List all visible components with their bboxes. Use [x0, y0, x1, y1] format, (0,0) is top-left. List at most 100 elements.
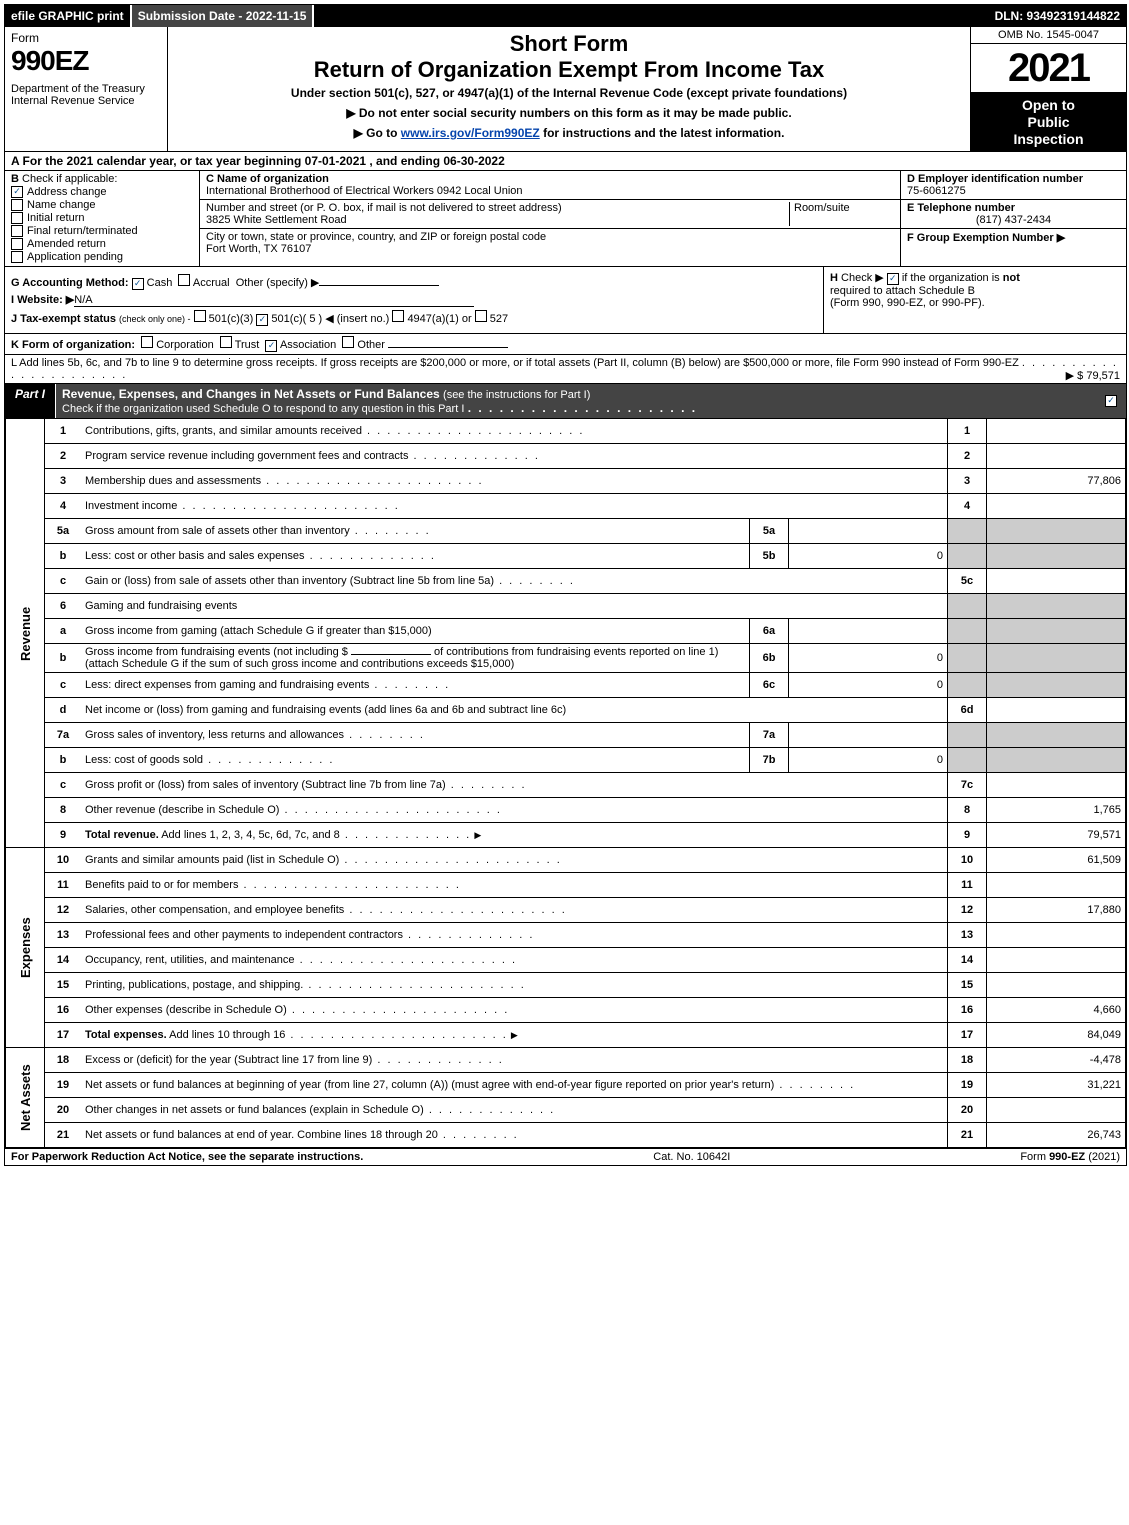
- line-3-rnum: 3: [948, 469, 987, 494]
- line-20: 20 Other changes in net assets or fund b…: [6, 1098, 1126, 1123]
- other-org-checkbox[interactable]: [342, 336, 354, 348]
- 501c3-checkbox[interactable]: [194, 310, 206, 322]
- form-label: Form: [11, 31, 161, 45]
- line-17-desc-sub: Add lines 10 through 16: [167, 1029, 508, 1041]
- h-text3: required to attach Schedule B: [830, 285, 975, 297]
- line-7a-mval: [789, 723, 948, 748]
- footer-left: For Paperwork Reduction Act Notice, see …: [11, 1151, 363, 1163]
- line-11-desc: Benefits paid to or for members: [85, 879, 461, 891]
- schedule-o-checkbox[interactable]: [1105, 395, 1117, 407]
- initial-return-label: Initial return: [27, 212, 84, 224]
- g-label: G Accounting Method:: [11, 277, 129, 289]
- app-pending-checkbox[interactable]: [11, 251, 23, 263]
- line-9-num: 9: [45, 823, 82, 848]
- line-8-rnum: 8: [948, 798, 987, 823]
- city-label: City or town, state or province, country…: [206, 231, 894, 243]
- line-6b-desc1: Gross income from fundraising events (no…: [85, 646, 348, 658]
- line-3-num: 3: [45, 469, 82, 494]
- dept-label: Department of the Treasury: [11, 83, 161, 95]
- line-20-num: 20: [45, 1098, 82, 1123]
- inspection: Inspection: [973, 131, 1124, 148]
- line-17-arrow-icon: [511, 1029, 518, 1041]
- section-a-tax-year: A For the 2021 calendar year, or tax yea…: [5, 152, 1126, 171]
- other-specify-field[interactable]: [319, 285, 439, 286]
- line-14-val: [987, 948, 1126, 973]
- instr-ssn: ▶ Do not enter social security numbers o…: [174, 106, 964, 120]
- ein-value: 75-6061275: [907, 185, 966, 197]
- part-1-sub: Check if the organization used Schedule …: [62, 403, 464, 415]
- address-change-checkbox[interactable]: [11, 186, 23, 198]
- address-change-label: Address change: [27, 186, 107, 198]
- line-4: 4 Investment income 4: [6, 494, 1126, 519]
- line-5a-rnum: [948, 519, 987, 544]
- line-6b-val: [987, 644, 1126, 673]
- street-value: 3825 White Settlement Road: [206, 214, 789, 226]
- line-6c-mnum: 6c: [750, 673, 789, 698]
- line-16-rnum: 16: [948, 998, 987, 1023]
- instr-goto-suffix: for instructions and the latest informat…: [540, 126, 785, 140]
- final-return-checkbox[interactable]: [11, 225, 23, 237]
- 501c-checkbox[interactable]: [256, 314, 268, 326]
- line-20-rnum: 20: [948, 1098, 987, 1123]
- line-5c-val: [987, 569, 1126, 594]
- tax-year: 2021: [971, 44, 1126, 93]
- other-org-label: Other: [357, 339, 385, 351]
- line-5b: b Less: cost or other basis and sales ex…: [6, 544, 1126, 569]
- 4947-checkbox[interactable]: [392, 310, 404, 322]
- line-19-num: 19: [45, 1073, 82, 1098]
- line-2-rnum: 2: [948, 444, 987, 469]
- line-6c-rnum: [948, 673, 987, 698]
- line-8-num: 8: [45, 798, 82, 823]
- line-7b: b Less: cost of goods sold 7b 0: [6, 748, 1126, 773]
- line-3-val: 77,806: [987, 469, 1126, 494]
- assoc-checkbox[interactable]: [265, 340, 277, 352]
- footer-right-bold: 990-EZ: [1049, 1151, 1085, 1163]
- 501c3-label: 501(c)(3): [209, 313, 254, 325]
- line-7c: c Gross profit or (loss) from sales of i…: [6, 773, 1126, 798]
- line-6b-amount-field[interactable]: [351, 654, 431, 655]
- line-5c-desc: Gain or (loss) from sale of assets other…: [85, 575, 575, 587]
- part-1-table: Revenue 1 Contributions, gifts, grants, …: [5, 418, 1126, 1148]
- netassets-sidebar: Net Assets: [6, 1048, 45, 1148]
- line-9-desc-bold: Total revenue.: [85, 829, 159, 841]
- trust-checkbox[interactable]: [220, 336, 232, 348]
- initial-return-checkbox[interactable]: [11, 212, 23, 224]
- line-6-rnum: [948, 594, 987, 619]
- final-return-label: Final return/terminated: [27, 225, 138, 237]
- name-change-checkbox[interactable]: [11, 199, 23, 211]
- part-1-header: Part I Revenue, Expenses, and Changes in…: [5, 384, 1126, 418]
- amended-checkbox[interactable]: [11, 238, 23, 250]
- line-13: 13 Professional fees and other payments …: [6, 923, 1126, 948]
- line-15-rnum: 15: [948, 973, 987, 998]
- line-19: 19 Net assets or fund balances at beginn…: [6, 1073, 1126, 1098]
- line-21-num: 21: [45, 1123, 82, 1148]
- omb-number: OMB No. 1545-0047: [971, 27, 1126, 44]
- line-17-desc-bold: Total expenses.: [85, 1029, 167, 1041]
- info-block: B Check if applicable: Address change Na…: [5, 171, 1126, 267]
- corp-checkbox[interactable]: [141, 336, 153, 348]
- line-20-desc: Other changes in net assets or fund bala…: [85, 1104, 555, 1116]
- accrual-checkbox[interactable]: [178, 274, 190, 286]
- other-org-field[interactable]: [388, 347, 508, 348]
- irs-link[interactable]: www.irs.gov/Form990EZ: [401, 126, 540, 140]
- footer-right-prefix: Form: [1020, 1151, 1049, 1163]
- ghi-block: G Accounting Method: Cash Accrual Other …: [5, 267, 1126, 334]
- 501c-label: 501(c)( 5 ) ◀ (insert no.): [271, 313, 389, 325]
- line-6b-num: b: [45, 644, 82, 673]
- line-5a-mnum: 5a: [750, 519, 789, 544]
- line-8-desc: Other revenue (describe in Schedule O): [85, 804, 502, 816]
- line-7c-num: c: [45, 773, 82, 798]
- part-1-label: Part I: [5, 384, 56, 418]
- line-3-desc: Membership dues and assessments: [85, 475, 484, 487]
- line-16-desc: Other expenses (describe in Schedule O): [85, 1004, 509, 1016]
- h-checkbox[interactable]: [887, 273, 899, 285]
- line-5a-val: [987, 519, 1126, 544]
- footer-mid: Cat. No. 10642I: [653, 1151, 730, 1163]
- 527-checkbox[interactable]: [475, 310, 487, 322]
- line-15-desc: Printing, publications, postage, and shi…: [85, 979, 526, 991]
- line-19-rnum: 19: [948, 1073, 987, 1098]
- line-20-val: [987, 1098, 1126, 1123]
- cash-checkbox[interactable]: [132, 278, 144, 290]
- efile-print-label[interactable]: efile GRAPHIC print: [5, 5, 132, 27]
- line-1-val: [987, 419, 1126, 444]
